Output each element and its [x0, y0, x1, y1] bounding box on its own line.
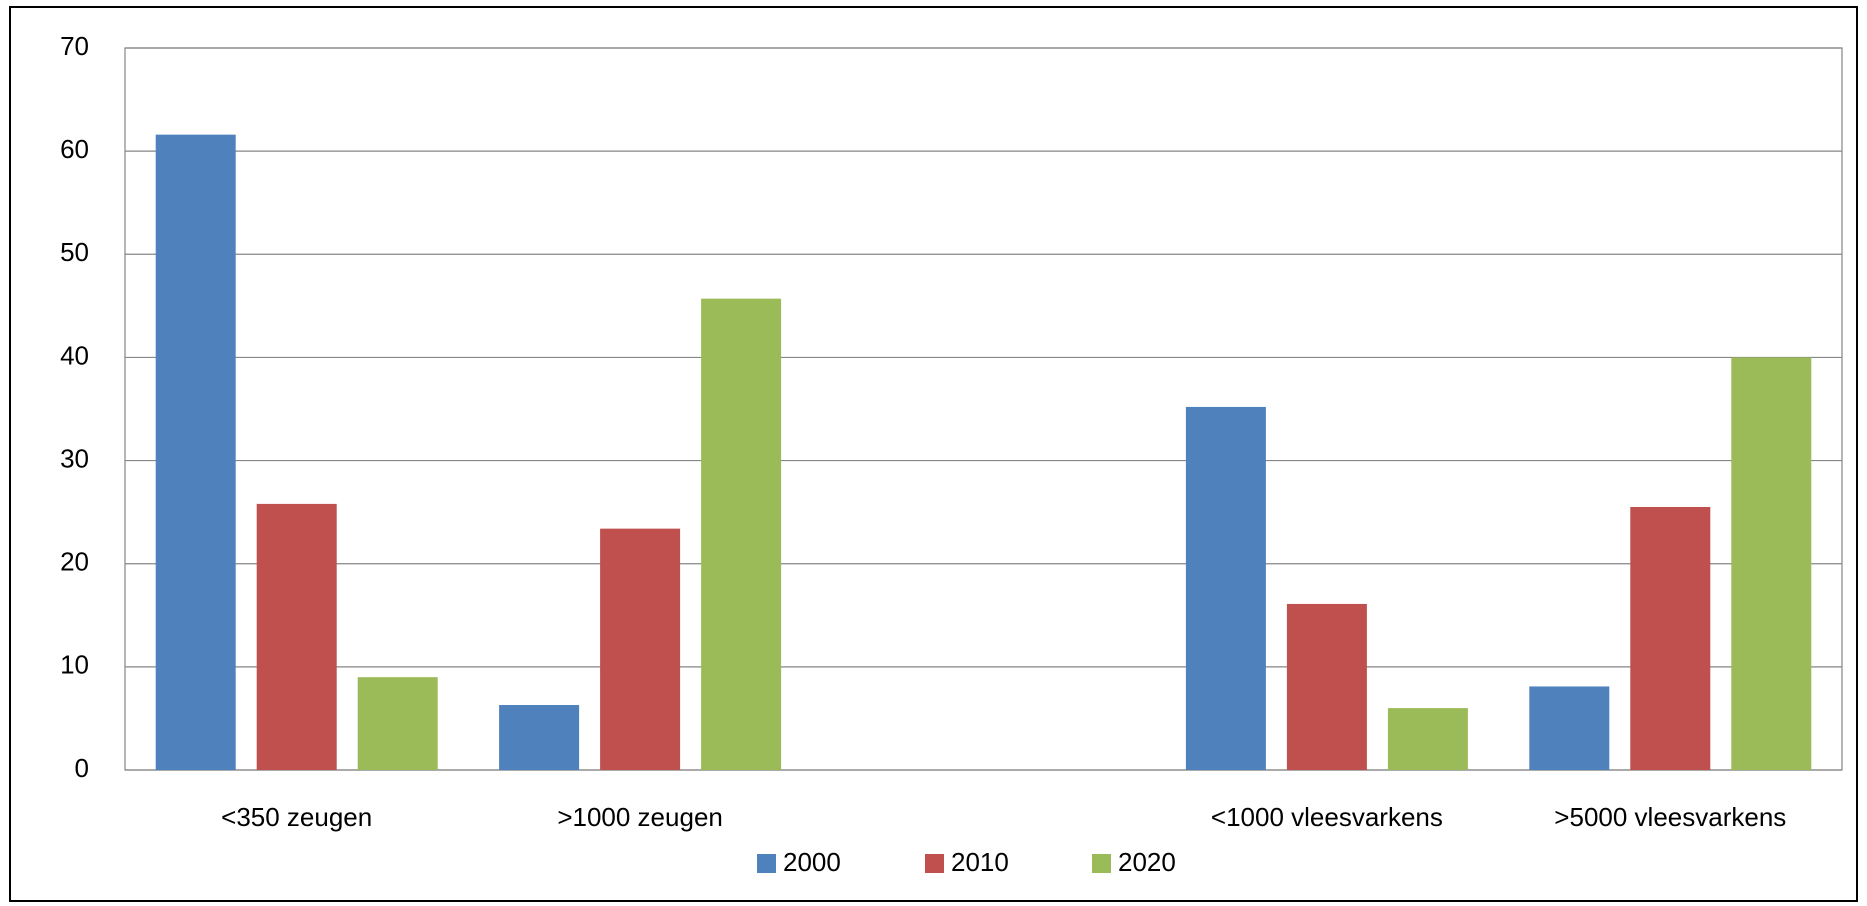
x-tick-label: >5000 vleesvarkens: [1554, 802, 1786, 832]
legend-swatch: [757, 854, 776, 873]
y-tick-label: 70: [60, 31, 89, 61]
x-tick-label: <350 zeugen: [221, 802, 372, 832]
legend-swatch: [925, 854, 944, 873]
x-tick-label: <1000 vleesvarkens: [1211, 802, 1443, 832]
y-tick-label: 60: [60, 134, 89, 164]
bar: [1387, 708, 1468, 770]
y-tick-label: 20: [60, 547, 89, 577]
bar: [1731, 357, 1812, 770]
legend-label: 2010: [951, 847, 1009, 877]
y-tick-label: 30: [60, 443, 89, 473]
bar: [1630, 506, 1711, 770]
legend-label: 2000: [783, 847, 841, 877]
bar: [499, 705, 580, 770]
plot-area: [124, 47, 1843, 771]
bar: [701, 298, 782, 770]
y-tick-label: 10: [60, 650, 89, 680]
bar: [256, 503, 337, 770]
bar: [357, 677, 438, 770]
bar: [155, 134, 236, 770]
x-tick-label: >1000 zeugen: [557, 802, 723, 832]
legend-label: 2020: [1118, 847, 1176, 877]
bar: [1286, 603, 1367, 770]
y-tick-label: 50: [60, 237, 89, 267]
bar: [1185, 406, 1266, 770]
legend-swatch: [1092, 854, 1111, 873]
y-tick-label: 40: [60, 340, 89, 370]
bar: [1529, 686, 1610, 770]
bar: [600, 528, 681, 770]
y-tick-label: 0: [75, 753, 89, 783]
